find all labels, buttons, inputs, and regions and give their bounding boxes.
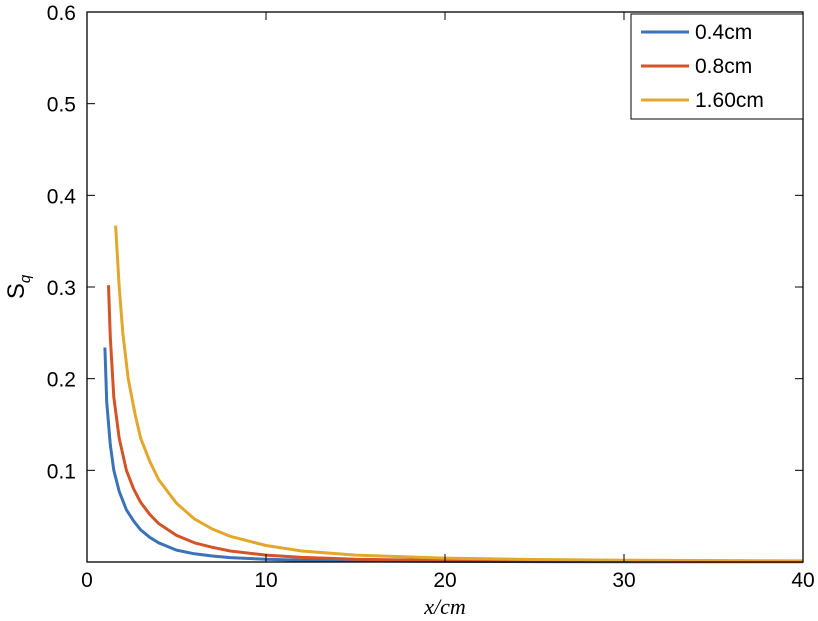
x-tick-label: 30 [612,569,635,592]
y-tick-label: 0.6 [47,2,76,25]
y-tick-labels: 0.1 0.2 0.3 0.4 0.5 0.6 [47,2,77,483]
x-tick-label: 10 [254,569,277,592]
series-line-1 [107,285,804,563]
x-axis-label-text: x/cm [423,594,466,619]
y-axis-label-main: S [3,283,30,299]
legend-label: 1.60cm [695,89,764,112]
y-axis-label: Sq [3,274,34,299]
y-tick-label: 0.5 [47,94,76,117]
series-curves [103,225,804,564]
x-tick-label: 0 [81,569,93,592]
y-tick-label: 0.4 [47,185,77,208]
y-tick-label: 0.3 [47,277,76,300]
y-tick-label: 0.2 [47,369,76,392]
x-tick-label: 40 [791,569,814,592]
y-axis-label-subscript: q [17,274,34,283]
legend: 0.4cm 0.8cm 1.60cm [630,13,804,120]
x-tick-label: 20 [433,569,456,592]
x-tick-labels: 0 10 20 30 40 [81,569,815,592]
legend-label: 0.8cm [695,55,752,78]
legend-label: 0.4cm [695,21,752,44]
series-line-0 [103,347,804,564]
x-axis-label: x/cm [423,594,466,619]
y-tick-label: 0.1 [47,460,76,483]
series-line-2 [114,225,804,563]
